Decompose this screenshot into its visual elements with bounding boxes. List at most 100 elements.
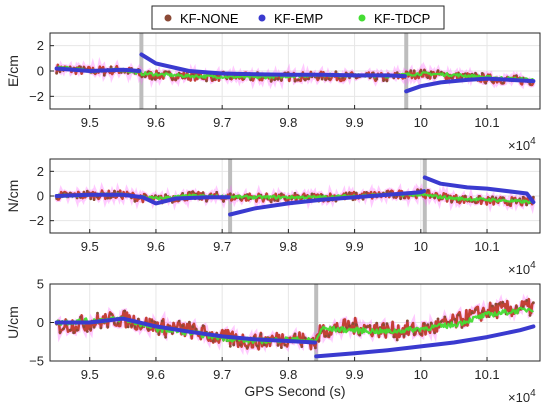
legend-item-kf-tdcp: KF-TDCP xyxy=(358,11,430,26)
x-tick-label: 9.9 xyxy=(346,115,364,130)
series-point xyxy=(201,324,205,328)
series-point xyxy=(222,200,225,203)
y-tick-label: 2 xyxy=(37,164,44,179)
series-point xyxy=(228,77,232,80)
series-point xyxy=(276,344,280,347)
series-point xyxy=(385,190,389,194)
series-point xyxy=(433,76,436,80)
series-point xyxy=(491,80,494,84)
series-point xyxy=(446,320,450,324)
series-point xyxy=(515,74,518,77)
series-point xyxy=(409,69,413,73)
series-point xyxy=(113,189,116,193)
series-point xyxy=(392,195,396,199)
y-tick-label: −2 xyxy=(29,89,44,104)
series-kf-emp xyxy=(54,316,536,359)
series-point xyxy=(474,308,477,312)
x-tick-label: 9.9 xyxy=(346,367,364,382)
series-point xyxy=(205,199,208,203)
series-point xyxy=(167,70,171,74)
legend-marker xyxy=(164,14,172,22)
x-tick-label: 9.7 xyxy=(213,367,231,382)
series-point xyxy=(191,190,195,194)
series-point xyxy=(402,334,406,338)
series-point xyxy=(263,343,266,347)
series-point xyxy=(68,328,72,332)
series-line xyxy=(54,52,536,94)
x-tick-label: 9.5 xyxy=(81,367,99,382)
series-point xyxy=(109,312,113,316)
x-tick-label: 10 xyxy=(414,367,428,382)
x-tick-label: 10 xyxy=(414,115,428,130)
series-point xyxy=(480,72,484,75)
series-point xyxy=(354,323,358,327)
series-point xyxy=(457,313,460,317)
series-point xyxy=(293,332,297,336)
series-point xyxy=(310,192,314,196)
legend-label: KF-NONE xyxy=(180,11,239,26)
series-point xyxy=(297,78,300,81)
legend-marker xyxy=(258,14,266,22)
series-point xyxy=(351,322,355,325)
x-tick-label: 9.8 xyxy=(279,115,297,130)
x-tick-label: 9.8 xyxy=(279,239,297,254)
series-point xyxy=(497,302,501,305)
series-point xyxy=(433,196,436,200)
series-point xyxy=(436,317,440,321)
series-point xyxy=(406,319,409,323)
x-tick-label: 9.5 xyxy=(81,115,99,130)
series-point xyxy=(164,335,168,339)
series-point xyxy=(470,311,474,315)
series-point xyxy=(293,191,297,195)
series-point xyxy=(327,334,331,338)
series-point xyxy=(171,77,174,81)
series-point xyxy=(89,327,93,331)
series-point xyxy=(525,299,528,302)
series-point xyxy=(443,315,447,319)
series-point xyxy=(440,320,443,323)
series-point xyxy=(245,346,249,349)
x-exponent: ×104 xyxy=(508,260,536,277)
series-point xyxy=(55,71,58,75)
series-point xyxy=(508,203,511,207)
series-point xyxy=(256,344,259,348)
series-point xyxy=(269,79,273,83)
x-tick-label: 9.6 xyxy=(147,115,165,130)
series-point xyxy=(368,324,372,328)
series-point xyxy=(348,324,351,328)
series-point xyxy=(188,190,191,194)
series-point xyxy=(307,77,310,81)
series-point xyxy=(164,193,168,197)
series-point xyxy=(433,331,436,335)
x-tick-label: 9.6 xyxy=(147,367,165,382)
series-point xyxy=(85,189,89,193)
series-point xyxy=(501,81,505,85)
series-point xyxy=(501,196,505,200)
series-point xyxy=(280,192,283,196)
series-point xyxy=(123,309,127,313)
legend-box xyxy=(151,5,445,30)
series-point xyxy=(375,77,379,81)
x-tick-label: 9.6 xyxy=(147,239,165,254)
legend-item-kf-none: KF-NONE xyxy=(164,11,239,26)
series-point xyxy=(102,73,106,77)
x-tick-label: 9.5 xyxy=(81,239,99,254)
y-tick-label: 0 xyxy=(37,315,44,330)
series-point xyxy=(460,326,464,329)
series-point xyxy=(211,78,215,82)
series-point xyxy=(58,70,62,74)
series-point xyxy=(280,78,283,82)
series-point xyxy=(450,200,453,204)
series-line xyxy=(55,306,534,345)
series-point xyxy=(429,321,433,325)
series-point xyxy=(154,78,157,81)
series-point xyxy=(532,301,535,305)
y-axis-label: U/cm xyxy=(5,306,21,339)
series-point xyxy=(171,201,174,204)
series-point xyxy=(92,325,96,329)
series-point xyxy=(491,304,494,308)
x-tick-label: 10.1 xyxy=(474,367,499,382)
series-point xyxy=(293,79,297,83)
series-point xyxy=(480,310,484,313)
